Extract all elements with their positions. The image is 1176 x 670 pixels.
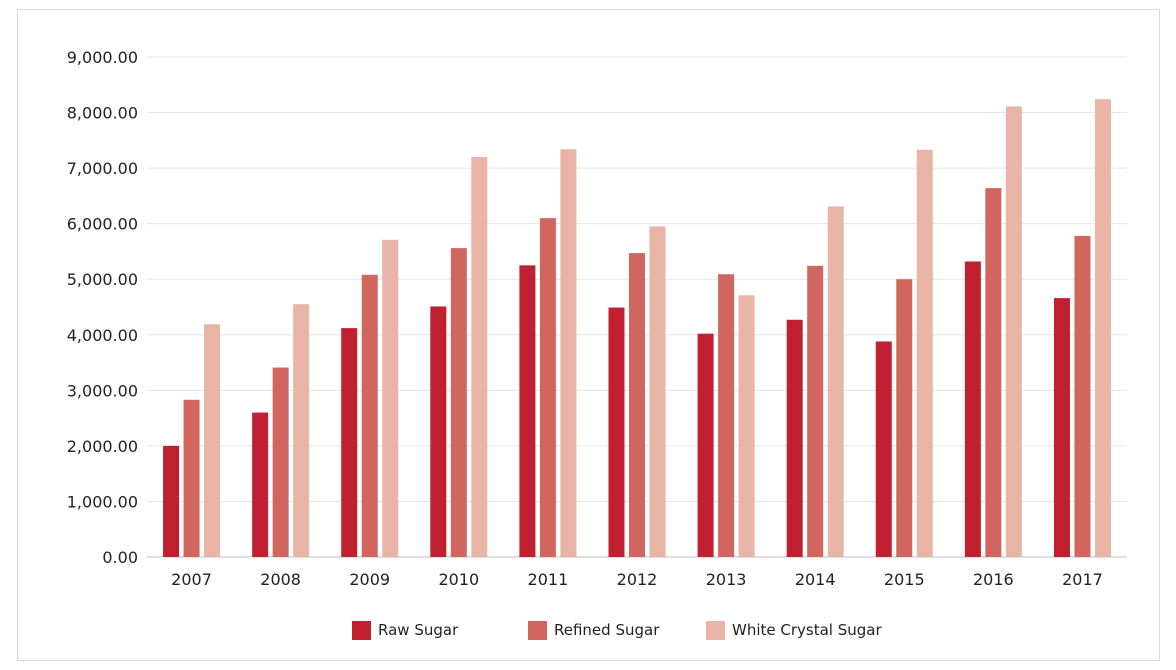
- bar-raw-sugar-2007: [163, 445, 180, 557]
- y-tick-label: 2,000.00: [67, 437, 138, 456]
- bar-raw-sugar-2008: [252, 412, 269, 557]
- x-tick-label: 2012: [617, 570, 658, 589]
- y-tick-label: 1,000.00: [67, 492, 138, 511]
- bar-raw-sugar-2013: [697, 333, 714, 557]
- bar-raw-sugar-2012: [608, 307, 625, 557]
- bar-white-crystal-sugar-2011: [560, 149, 577, 557]
- legend-label-white-crystal-sugar: White Crystal Sugar: [732, 621, 882, 639]
- bar-refined-sugar-2010: [450, 248, 467, 557]
- x-tick-label: 2009: [349, 570, 390, 589]
- bar-refined-sugar-2014: [807, 265, 824, 557]
- x-tick-label: 2007: [171, 570, 212, 589]
- y-tick-label: 7,000.00: [67, 159, 138, 178]
- x-tick-label: 2008: [260, 570, 301, 589]
- bar-refined-sugar-2015: [896, 279, 913, 557]
- bar-white-crystal-sugar-2008: [293, 304, 310, 557]
- bar-refined-sugar-2008: [272, 367, 289, 557]
- legend-swatch-raw-sugar: [352, 621, 371, 640]
- x-tick-label: 2015: [884, 570, 925, 589]
- bar-white-crystal-sugar-2012: [649, 226, 666, 557]
- y-tick-label: 0.00: [102, 548, 138, 567]
- y-axis-ticks: 0.00 1,000.00 2,000.00 3,000.00 4,000.00 5,00…: [67, 48, 138, 567]
- legend-swatch-white-crystal-sugar: [706, 621, 725, 640]
- bar-white-crystal-sugar-2016: [1005, 106, 1022, 557]
- bar-refined-sugar-2012: [629, 253, 645, 557]
- y-tick-label: 6,000.00: [67, 215, 138, 234]
- y-tick-label: 8,000.00: [67, 104, 138, 123]
- bar-raw-sugar-2016: [964, 261, 981, 557]
- bar-refined-sugar-2016: [985, 188, 1002, 557]
- x-tick-label: 2016: [973, 570, 1014, 589]
- x-axis-ticks: 2007 2008 2009 2010 2011 2012 2013 2014 2015 2016…: [171, 570, 1103, 589]
- bar-raw-sugar-2017: [1053, 298, 1070, 557]
- bar-white-crystal-sugar-2013: [738, 295, 755, 557]
- bar-refined-sugar-2013: [718, 274, 735, 557]
- legend-label-raw-sugar: Raw Sugar: [378, 621, 459, 639]
- bar-refined-sugar-2011: [539, 218, 556, 557]
- bar-raw-sugar-2011: [519, 265, 536, 557]
- y-tick-label: 5,000.00: [67, 270, 138, 289]
- bar-white-crystal-sugar-2010: [471, 157, 488, 557]
- x-tick-label: 2013: [706, 570, 747, 589]
- bars: [163, 99, 1111, 557]
- x-tick-label: 2014: [795, 570, 836, 589]
- gridlines: [147, 56, 1127, 558]
- y-tick-label: 4,000.00: [67, 326, 138, 345]
- bar-refined-sugar-2017: [1074, 235, 1091, 557]
- bar-white-crystal-sugar-2009: [382, 239, 399, 557]
- x-tick-label: 2017: [1062, 570, 1103, 589]
- bar-raw-sugar-2010: [430, 306, 447, 557]
- legend: Raw Sugar Refined Sugar White Crystal Suga…: [352, 621, 882, 640]
- bar-white-crystal-sugar-2014: [827, 206, 844, 557]
- x-tick-label: 2010: [438, 570, 479, 589]
- y-tick-label: 9,000.00: [67, 48, 138, 67]
- bar-refined-sugar-2007: [183, 399, 200, 557]
- legend-label-refined-sugar: Refined Sugar: [554, 621, 660, 639]
- bar-raw-sugar-2009: [341, 328, 358, 557]
- bar-raw-sugar-2015: [875, 341, 892, 557]
- x-tick-label: 2011: [528, 570, 569, 589]
- y-tick-label: 3,000.00: [67, 381, 138, 400]
- legend-swatch-refined-sugar: [528, 621, 547, 640]
- bar-white-crystal-sugar-2015: [916, 149, 933, 557]
- bar-raw-sugar-2014: [786, 319, 803, 557]
- bar-white-crystal-sugar-2007: [204, 324, 221, 557]
- bar-white-crystal-sugar-2017: [1094, 99, 1111, 557]
- bar-refined-sugar-2009: [361, 274, 378, 557]
